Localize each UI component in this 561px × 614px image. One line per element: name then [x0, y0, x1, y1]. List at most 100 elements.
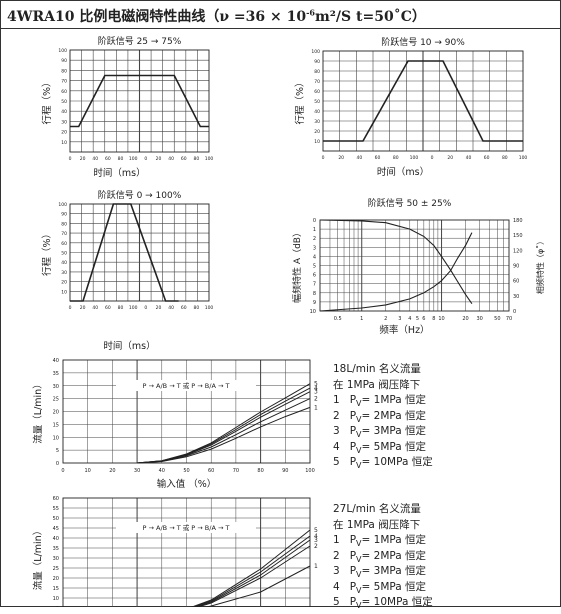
chart-xtick-label: 40 [168, 156, 174, 162]
bode-ytick-label: 2 [313, 236, 316, 242]
flow-ytick-label: 25 [53, 566, 59, 572]
bode-phase-line [319, 232, 473, 312]
legend-row-value: = 1MPa 恒定 [361, 534, 427, 546]
chart-title: 阶跃信号 0 → 100% [98, 189, 182, 201]
legend-row-value: = 1MPa 恒定 [361, 394, 427, 406]
legend-row-pressure-symbol: P [349, 596, 357, 608]
chart-ytick-label: 70 [314, 79, 320, 85]
flow-xtick-label: 60 [208, 468, 214, 474]
chart-xtick-label: 100 [410, 155, 419, 161]
flow-series-line [137, 398, 311, 464]
flow-ytick-label: 30 [53, 556, 59, 562]
chart-ytick-label: 40 [61, 260, 67, 266]
legend-row-pressure-subscript: V [356, 445, 362, 455]
chart-ytick-label: 100 [58, 48, 67, 54]
legend-row-pressure-subscript: V [356, 585, 362, 595]
flow-plot-area [62, 497, 311, 607]
legend-row-pressure-symbol: P [349, 456, 357, 468]
legend-row-pressure-subscript: V [356, 399, 362, 409]
flow-ytick-label: 0 [56, 461, 59, 467]
title-suffix: m²/S t=50˚C） [314, 9, 426, 25]
chart-xtick-label: 80 [118, 305, 124, 311]
chart-ytick-label: 90 [61, 212, 67, 218]
bode-xtick-label: 6 [422, 316, 425, 322]
chart-xtick-label: 100 [205, 305, 214, 311]
legend-18-row: 3 PV= 3MPa 恒定 [333, 424, 433, 440]
bode-xtick-label: 50 [494, 316, 500, 322]
flow-xtick-label: 50 [183, 468, 189, 474]
flow-series-line [137, 387, 311, 464]
flow-annotation: P → A/B → T 或 P → B/A → T [143, 381, 230, 390]
bode-y2tick-label: 30 [513, 294, 519, 300]
legend-row-pressure-symbol: P [349, 440, 357, 453]
chart-series-line [70, 203, 179, 302]
legend-27-row: 2 PV= 2MPa 恒定 [333, 549, 433, 565]
bode-ytick-label: 5 [313, 264, 316, 270]
chart-title: 阶跃信号 10 → 90% [381, 36, 465, 48]
chart-ytick-label: 30 [61, 270, 67, 276]
flow-ytick-label: 10 [53, 435, 59, 441]
chart-xtick-label: 0 [69, 156, 72, 162]
chart-ytick-label: 80 [61, 221, 67, 227]
chart-xtick-label: 40 [92, 156, 98, 162]
flow-ytick-label: 35 [53, 371, 59, 377]
chart-xtick-label: 40 [466, 155, 472, 161]
flow-ylabel: 流量（L/min） [32, 526, 44, 590]
chart-ytick-label: 100 [58, 202, 67, 208]
legend-row-value: = 5MPa 恒定 [361, 440, 427, 453]
legend-row-number: 4 [333, 580, 350, 593]
legend-18-subtitle: 在 1MPa 阀压降下 [333, 378, 421, 391]
chart-ytick-label: 10 [61, 140, 67, 146]
bode-ytick-label: 6 [313, 273, 316, 279]
bode-ytick-label: 8 [313, 291, 316, 297]
flow-ytick-label: 30 [53, 384, 59, 390]
legend-row-number: 3 [333, 425, 350, 437]
chart-xtick-label: 60 [105, 305, 111, 311]
legend-18: 18L/min 名义流量 在 1MPa 阀压降下 1 PV= 1MPa 恒定 2 … [333, 362, 433, 470]
chart-ytick-label: 30 [61, 119, 67, 125]
legend-row-pressure-symbol: P [349, 534, 357, 546]
chart-xlabel: 时间（ms） [93, 167, 145, 179]
legend-row-pressure-symbol: P [349, 580, 357, 593]
chart-xtick-label: 80 [118, 156, 124, 162]
chart-xtick-label: 20 [80, 156, 86, 162]
chart-ytick-label: 60 [61, 89, 67, 95]
legend-row-pressure-symbol: P [349, 549, 357, 562]
title-exponent: -6 [306, 7, 315, 18]
title-prefix: 4WRA10 比例电磁阀特性曲线（ [7, 9, 220, 25]
legend-row-pressure-symbol: P [349, 409, 357, 422]
bode-xtick-label: 70 [506, 316, 512, 322]
chart-ytick-label: 20 [314, 129, 320, 135]
chart-ytick-label: 20 [61, 130, 67, 136]
bode-y2tick-label: 0 [513, 309, 516, 315]
flow-ytick-label: 55 [53, 506, 59, 512]
legend-row-pressure-symbol: P [349, 565, 357, 577]
chart-plot-area [322, 50, 524, 152]
flow-ytick-label: 50 [53, 516, 59, 522]
legend-row-pressure-subscript: V [356, 554, 362, 564]
chart-ytick-label: 40 [314, 109, 320, 115]
chart-ytick-label: 40 [61, 109, 67, 115]
legend-row-number: 1 [333, 534, 350, 546]
chart-series-line [323, 60, 523, 142]
flow-series-label: 5 [314, 527, 318, 534]
bode-amplitude-line [319, 219, 473, 305]
flow-series-label: 3 [314, 537, 318, 544]
flow-xtick-label: 20 [109, 468, 115, 474]
flow-ytick-label: 15 [53, 586, 59, 592]
chart-ytick-label: 100 [311, 49, 320, 55]
bode-y2tick-label: 150 [513, 233, 523, 239]
chart-xtick-label: 100 [129, 305, 138, 311]
chart-ytick-label: 70 [61, 79, 67, 85]
flow-series-label: 4 [314, 385, 318, 392]
legend-row-pressure-subscript: V [356, 539, 362, 549]
chart-xtick-label: 20 [156, 156, 162, 162]
chart-xtick-label: 0 [144, 305, 147, 311]
flow-xtick-label: 90 [282, 468, 288, 474]
legend-row-pressure-symbol: P [349, 394, 357, 406]
chart-xtick-label: 40 [92, 305, 98, 311]
bode-title: 阶跃信号 50 ± 25% [368, 197, 452, 209]
chart-xtick-label: 60 [375, 155, 381, 161]
chart-xtick-label: 80 [393, 155, 399, 161]
